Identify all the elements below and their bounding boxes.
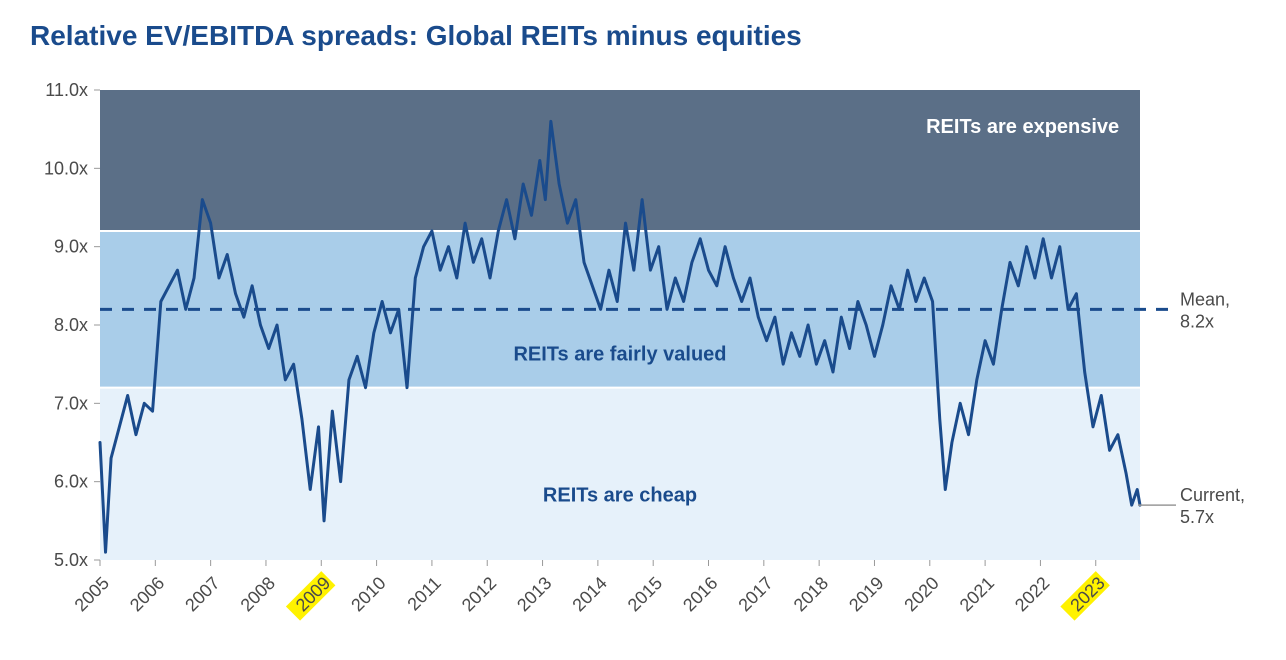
y-tick-label: 9.0x (54, 237, 88, 257)
y-tick-label: 5.0x (54, 550, 88, 570)
x-tick-label: 2015 (624, 573, 666, 615)
x-tick-label: 2006 (126, 573, 168, 615)
x-tick-label: 2013 (513, 573, 555, 615)
x-tick-label: 2008 (237, 573, 279, 615)
x-tick-label: 2018 (790, 573, 832, 615)
x-tick-label: 2005 (71, 573, 113, 615)
band-label: REITs are fairly valued (513, 343, 726, 365)
x-tick-label: 2010 (347, 573, 389, 615)
mean-label-2: 8.2x (1180, 311, 1214, 331)
y-tick-label: 10.0x (44, 158, 88, 178)
x-tick-label: 2007 (181, 573, 223, 615)
band-label: REITs are expensive (926, 116, 1119, 138)
x-tick-label: 2020 (900, 573, 942, 615)
x-tick-label: 2017 (734, 573, 776, 615)
chart-title: Relative EV/EBITDA spreads: Global REITs… (30, 20, 1256, 52)
x-tick-label: 2014 (568, 573, 610, 615)
x-tick-label: 2011 (403, 573, 445, 615)
x-tick-label: 2022 (1011, 573, 1053, 615)
current-label-2: 5.7x (1180, 507, 1214, 527)
x-tick-label: 2012 (458, 573, 500, 615)
x-tick-label: 2021 (956, 573, 998, 615)
y-tick-label: 6.0x (54, 472, 88, 492)
x-tick-label: 2016 (679, 573, 721, 615)
mean-label-1: Mean, (1180, 289, 1230, 309)
chart-svg: 5.0x 6.0x 7.0x 8.0x 9.0x 10.0x 11.0x REITs are … (30, 80, 1250, 640)
y-tick-label: 11.0x (45, 80, 88, 100)
current-label-1: Current, (1180, 485, 1245, 505)
y-tick-label: 7.0x (54, 393, 88, 413)
chart-area: 5.0x 6.0x 7.0x 8.0x 9.0x 10.0x 11.0x REITs are … (30, 80, 1250, 640)
band-label: REITs are cheap (543, 484, 697, 506)
y-tick-label: 8.0x (54, 315, 88, 335)
x-tick-label: 2019 (845, 573, 887, 615)
value-band (100, 90, 1140, 231)
value-band (100, 388, 1140, 560)
